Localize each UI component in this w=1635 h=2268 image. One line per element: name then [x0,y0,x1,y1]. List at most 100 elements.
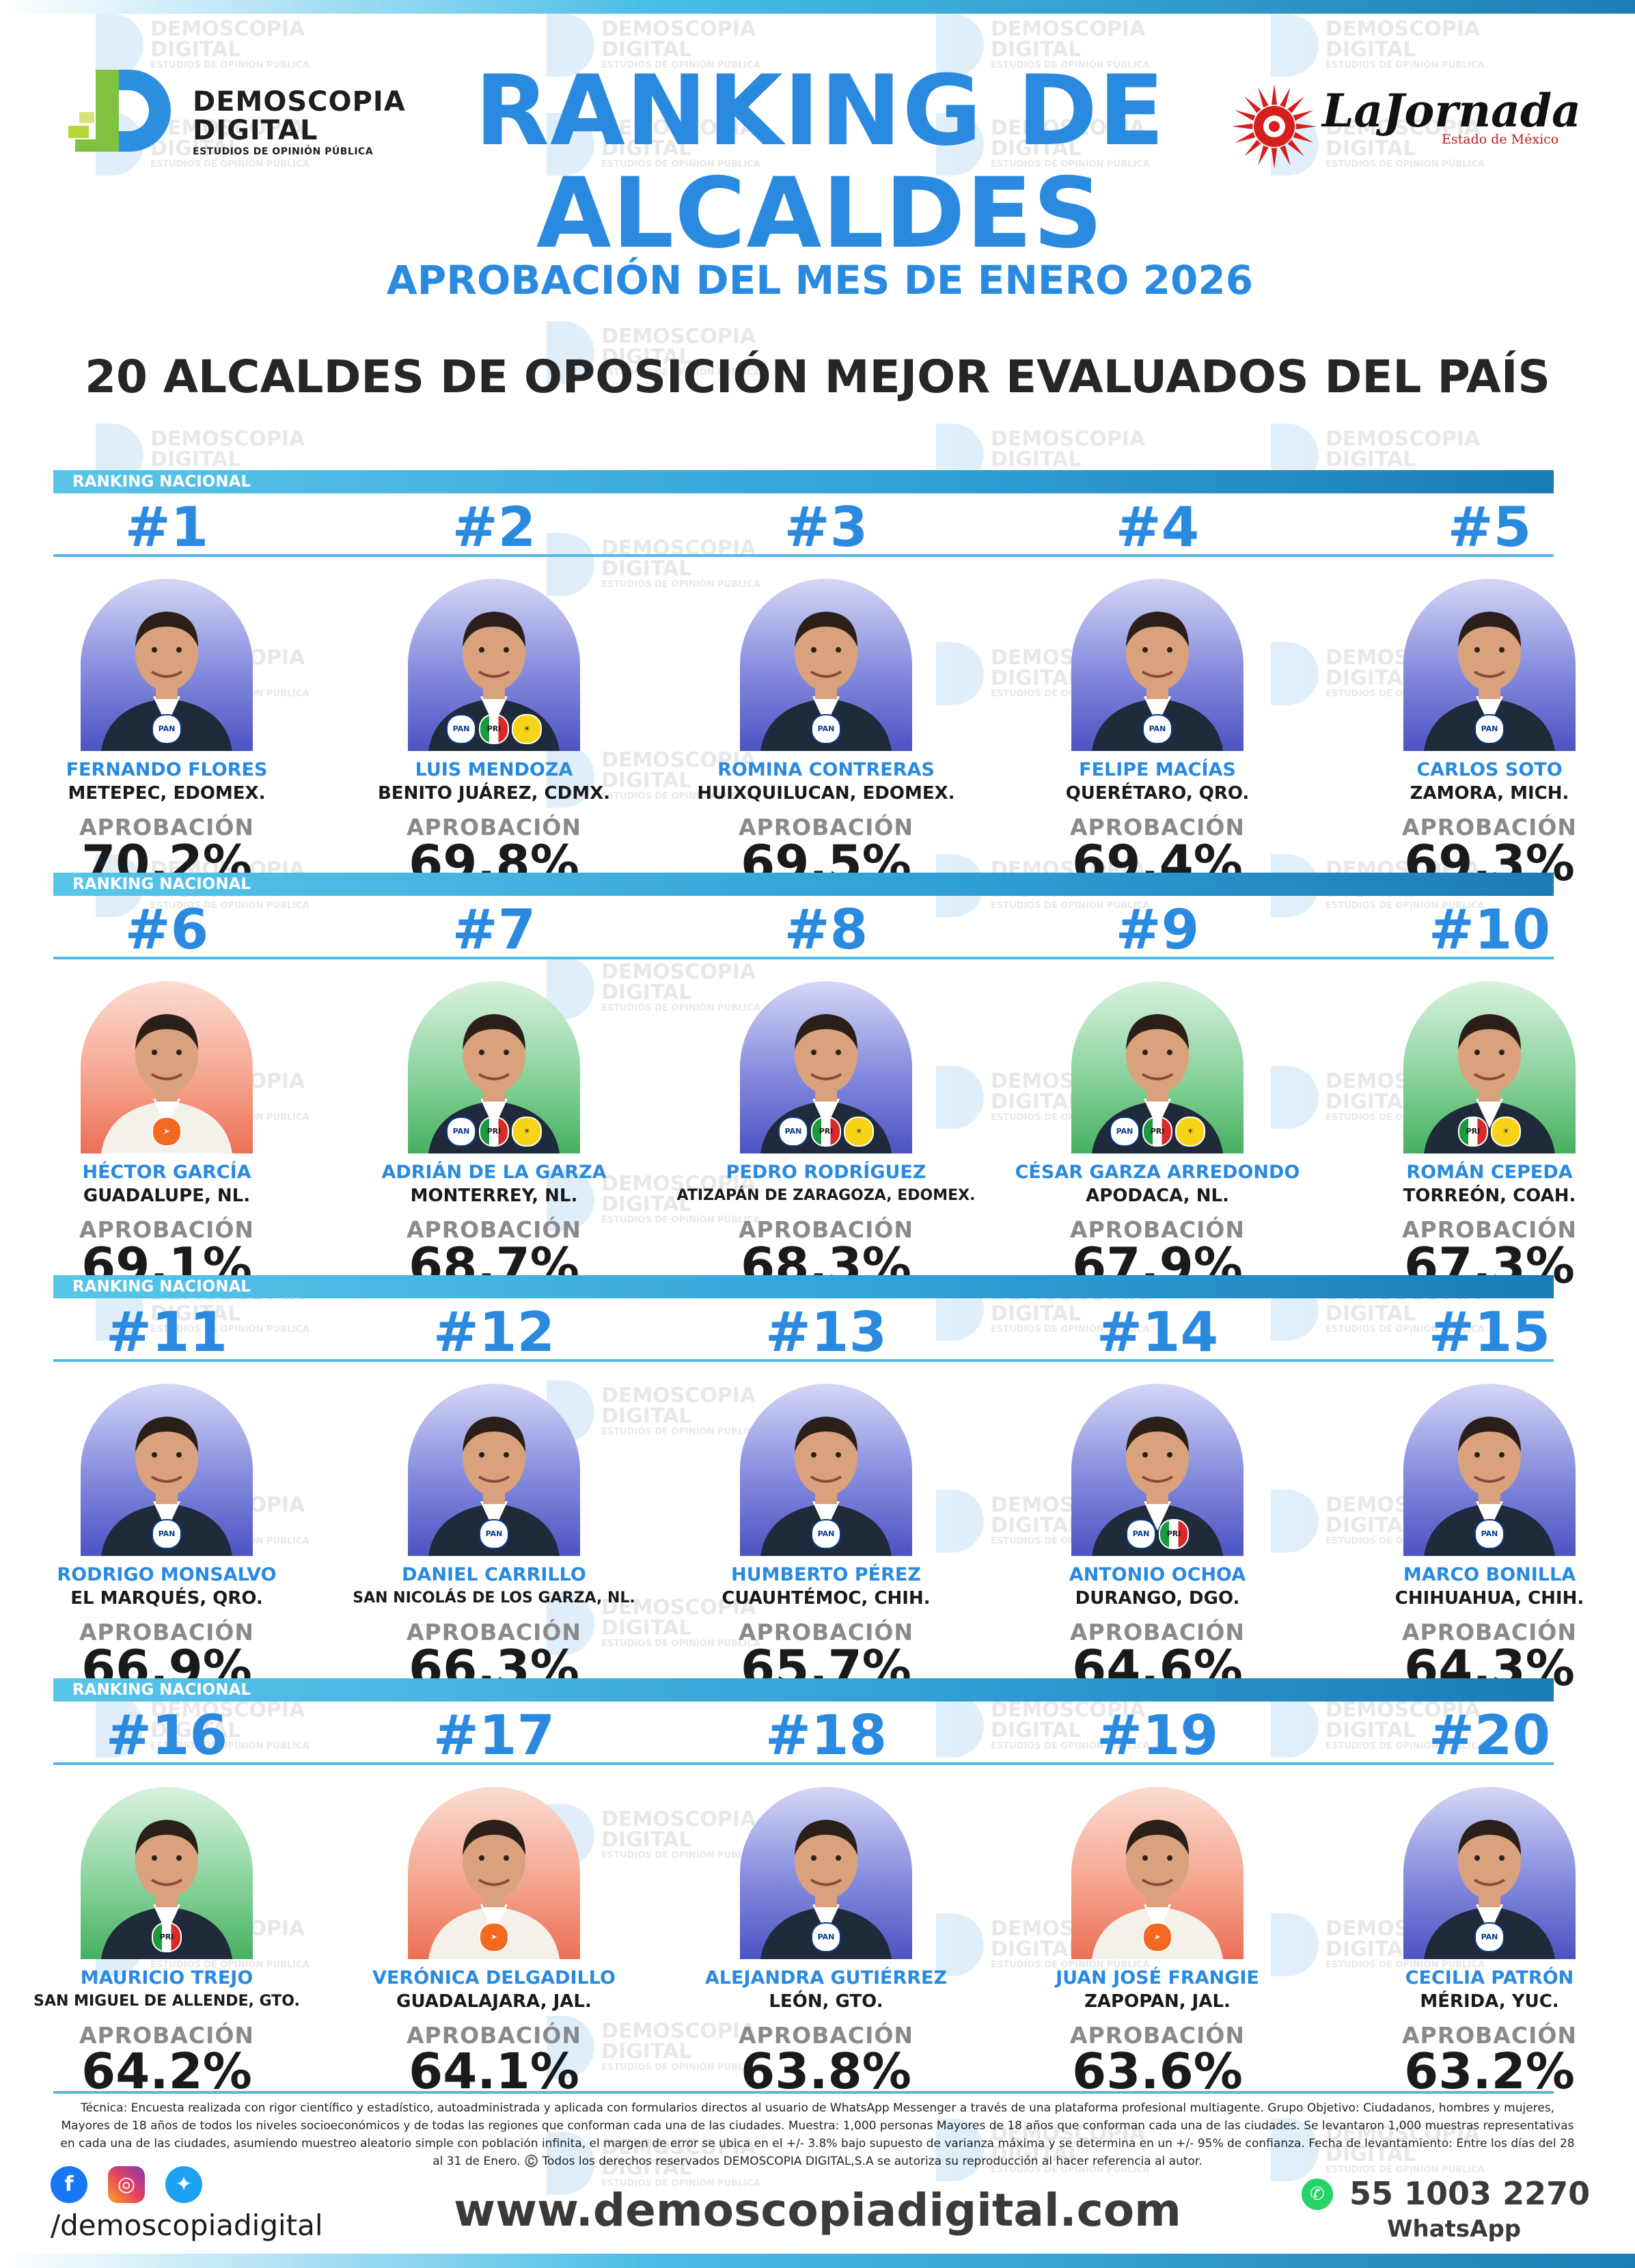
ranking-band [53,1678,1554,1702]
party-badges: PAN PRI [1071,1519,1244,1549]
mayor-card: #8 PAN PRI ☀ PEDRO RODRÍGUEZ ATIZAPÁN DE ZARA… [676,896,976,1295]
whatsapp-phone[interactable]: 55 1003 2270 [1349,2175,1591,2212]
sun-ray [1295,123,1317,130]
twitter-icon[interactable]: ✦ [165,2166,202,2203]
sun-ray [1271,84,1278,105]
rank-number: #1 [124,495,209,559]
party-pan-icon: PAN [479,1519,509,1549]
mayor-photo: PAN [408,1384,580,1556]
mayor-name: VERÓNICA DELGADILLO [372,1967,616,1989]
party-pan-icon: PAN [1126,1519,1156,1549]
person-silhouette-icon [1424,1014,1555,1153]
party-pri-icon: PRI [811,1117,841,1147]
party-pan-icon: PAN [1110,1117,1140,1147]
whatsapp-icon[interactable]: ✆ [1302,2178,1333,2210]
mayor-city: EL MARQUÉS, QRO. [70,1588,263,1609]
rank-number: #15 [1428,1300,1551,1364]
mayor-city: DURANGO, DGO. [1075,1588,1240,1609]
approval-value: 63.8% [741,2042,911,2100]
mayor-photo: PRI [81,1787,253,1959]
party-badges: PAN [408,1519,580,1549]
party-pan-icon: PAN [446,714,476,744]
instagram-icon[interactable]: ◎ [108,2166,145,2203]
party-badges: PRI [81,1922,253,1952]
party-badges: ➤ [81,1117,253,1147]
ranking-section: RANKING NACIONAL #11 PAN RODRIGO MONSALVO EL… [0,1275,1635,1697]
party-pan-icon: PAN [1474,714,1505,744]
la-jornada-subtitle: Estado de México [1442,132,1559,147]
sun-ray [1244,139,1261,156]
sun-ray [1280,87,1291,108]
rank-number: #20 [1428,1704,1551,1767]
rank-number: #5 [1447,495,1532,559]
party-pri-icon: PRI [1159,1519,1189,1549]
mayor-photo: ➤ [408,1787,580,1959]
mayor-city: GUADALUPE, NL. [83,1186,251,1206]
party-pan-icon: PAN [152,1519,182,1549]
party-badges: ➤ [1071,1922,1244,1952]
approval-label: APROBACIÓN [738,1216,914,1243]
mayor-card: #12 PAN DANIEL CARRILLO SAN NICOLÁS DE LOS … [344,1298,644,1697]
logo-line-2: DIGITAL [193,115,318,146]
website-link[interactable]: www.demoscopiadigital.com [454,2184,1181,2237]
mayor-card: #2 PAN PRI ☀ LUIS MENDOZA BENITO JUÁREZ, CDMX… [344,493,644,892]
party-badges: PAN PRI ☀ [740,1117,912,1147]
mayor-card: #20 PAN CECILIA PATRÓN MÉRIDA, YUC. APROBACI… [1339,1702,1635,2101]
person-silhouette-icon [1092,612,1223,751]
party-prd-icon: ☀ [844,1117,874,1147]
party-mc-icon: ➤ [152,1117,182,1147]
approval-label: APROBACIÓN [79,1216,255,1243]
mayor-card: #15 PAN MARCO BONILLA CHIHUAHUA, CHIH. APROB… [1339,1298,1635,1697]
mayor-city: METEPEC, EDOMEX. [68,783,266,804]
mayor-card: #7 PAN PRI ☀ ADRIÁN DE LA GARZA MONTERREY, NL… [344,896,644,1295]
la-jornada-logo-text: LaJornada [1322,84,1581,137]
rank-divider [53,554,1554,557]
party-pan-icon: PAN [446,1117,476,1147]
mayor-city: MONTERREY, NL. [410,1186,578,1206]
approval-label: APROBACIÓN [738,814,914,841]
mayor-photo: PAN PRI ☀ [408,981,580,1153]
mayor-photo: PAN [1403,1787,1576,1959]
mayor-city: SAN NICOLÁS DE LOS GARZA, NL. [353,1589,635,1607]
rank-number: #4 [1115,495,1200,559]
party-badges: PAN [1071,714,1244,744]
party-badges: PRI ☀ [1403,1117,1576,1147]
party-pri-icon: PRI [479,714,509,744]
mayor-city: CUAUHTÉMOC, CHIH. [722,1588,931,1609]
party-pan-icon: PAN [778,1117,808,1147]
mayor-card: #5 PAN CARLOS SOTO ZAMORA, MICH. APROBACIÓN 6… [1339,493,1635,892]
sun-ray [1287,96,1304,113]
demoscopia-logo-icon [68,70,171,152]
rank-number: #6 [124,898,209,961]
mayor-photo: PAN [1403,1384,1576,1556]
methodology-disclaimer: Técnica: Encuesta realizada con rigor ci… [60,2101,1575,2168]
approval-label: APROBACIÓN [1401,1216,1578,1243]
rank-number: #9 [1115,898,1200,961]
mayor-name: ALEJANDRA GUTIÉRREZ [704,1967,948,1989]
approval-label: APROBACIÓN [79,814,255,841]
mayor-city: LEÓN, GTO. [769,1991,883,2012]
party-pan-icon: PAN [152,714,182,744]
ranking-section: RANKING NACIONAL #6 ➤ HÉCTOR GARCÍA GUADALUP… [0,873,1635,1295]
party-pan-icon: PAN [1142,714,1172,744]
ranking-band-label: RANKING NACIONAL [72,875,251,893]
mayor-name: HUMBERTO PÉREZ [731,1564,921,1585]
person-silhouette-icon [101,1820,232,1959]
logo-line-1: DEMOSCOPIA [193,86,406,118]
person-silhouette-icon [760,1820,892,1959]
social-handle[interactable]: /demoscopiadigital [51,2209,323,2242]
ranking-band [53,873,1554,896]
party-pan-icon: PAN [1474,1922,1505,1952]
mayor-card: #17 ➤ VERÓNICA DELGADILLO GUADALAJARA, JAL.… [344,1702,644,2101]
mayor-photo: PAN PRI ☀ [740,981,912,1153]
facebook-icon[interactable]: f [51,2166,87,2203]
approval-label: APROBACIÓN [79,2022,255,2049]
approval-value: 64.2% [81,2042,252,2100]
mayor-name: CARLOS SOTO [1416,759,1563,780]
rank-number: #12 [432,1300,555,1364]
rank-number: #7 [452,898,536,961]
party-pan-icon: PAN [1474,1519,1505,1549]
sun-ray [1287,139,1304,156]
approval-label: APROBACIÓN [406,1619,582,1645]
